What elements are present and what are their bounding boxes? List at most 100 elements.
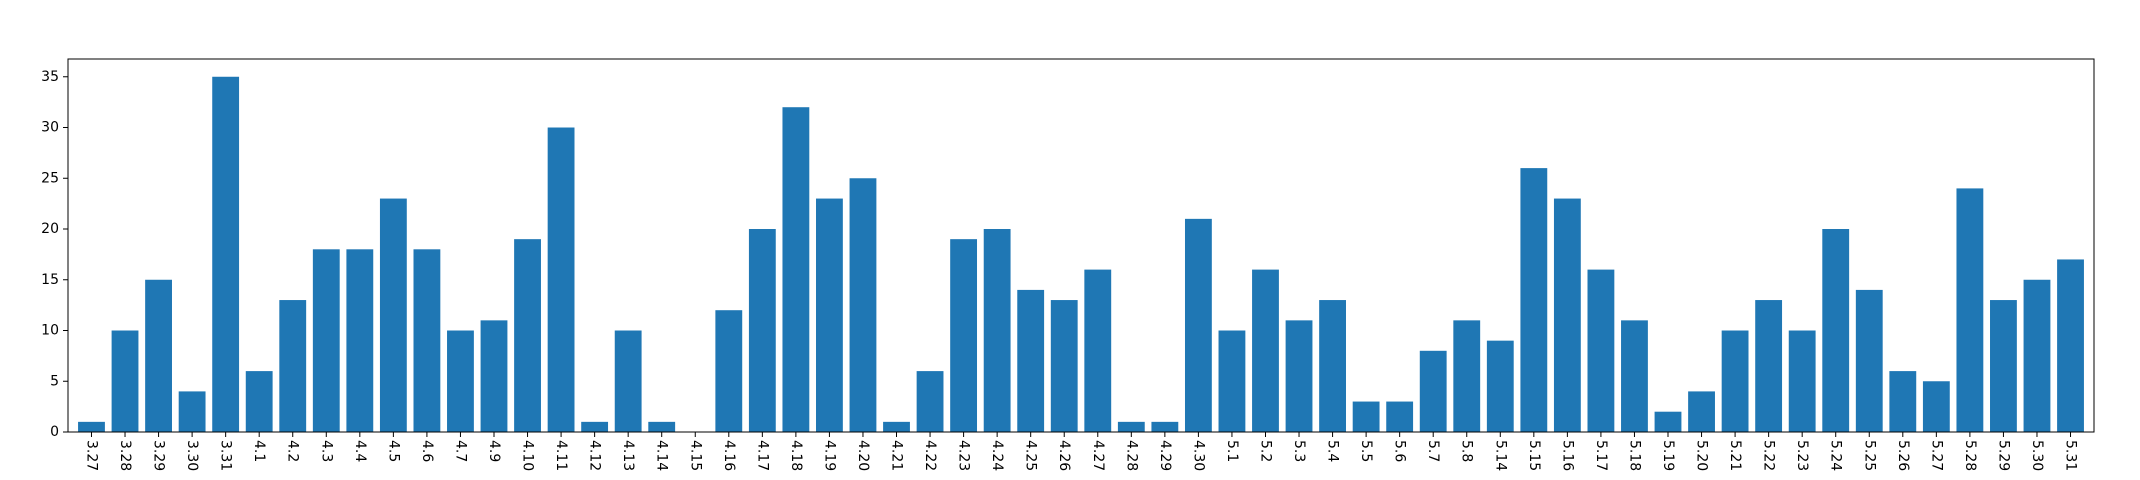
bar-5.23: [1788, 330, 1816, 432]
x-tick-label: 4.18: [788, 440, 804, 471]
x-tick-label: 5.23: [1794, 440, 1810, 471]
x-tick-label: 4.14: [654, 440, 670, 471]
bar-3.27: [78, 421, 105, 432]
x-tick-label: 5.20: [1694, 440, 1710, 471]
y-tick-label: 10: [41, 323, 59, 339]
bar-4.4: [346, 249, 374, 432]
x-tick-label: 5.29: [1995, 440, 2011, 471]
bar-4.6: [413, 249, 441, 432]
x-tick-label: 4.29: [1157, 440, 1173, 471]
bar-5.30: [2023, 279, 2051, 432]
x-tick-label: 4.28: [1123, 440, 1139, 471]
bar-3.31: [212, 76, 240, 432]
bar-3.28: [111, 330, 139, 432]
x-tick-label: 4.30: [1190, 440, 1206, 471]
bar-4.23: [950, 239, 978, 432]
x-tick-label: 3.31: [218, 440, 234, 471]
y-tick-label: 35: [41, 69, 59, 85]
bar-4.5: [379, 198, 407, 432]
bar-4.18: [782, 107, 810, 433]
bar-4.19: [816, 198, 843, 432]
bar-3.30: [178, 391, 206, 432]
bar-5.26: [1889, 371, 1917, 432]
bars-group: [78, 76, 2084, 433]
bar-5.19: [1654, 411, 1682, 432]
bar-3.29: [145, 279, 172, 432]
bar-4.30: [1184, 218, 1212, 432]
x-tick-label: 5.6: [1392, 440, 1408, 462]
bar-5.5: [1352, 401, 1380, 432]
y-axis: 0 5 10 15 20 25 30 35: [41, 69, 68, 440]
x-tick-label: 4.9: [486, 440, 502, 462]
bar-5.21: [1721, 330, 1749, 432]
x-tick-label: 5.26: [1895, 440, 1911, 471]
x-tick-label: 4.26: [1056, 440, 1072, 471]
x-tick-label: 4.7: [452, 440, 468, 462]
x-tick-label: 4.21: [889, 440, 905, 471]
bar-4.20: [849, 178, 877, 432]
y-tick-label: 30: [41, 120, 59, 136]
x-tick-label: 4.16: [721, 440, 737, 471]
x-tick-label: 4.5: [385, 440, 401, 462]
bar-5.17: [1587, 269, 1615, 432]
x-tick-label: 4.2: [285, 440, 301, 462]
bar-4.11: [547, 127, 575, 433]
x-tick-label: 4.11: [553, 440, 569, 471]
x-tick-label: 4.4: [352, 440, 368, 462]
bar-5.29: [1990, 300, 2017, 432]
bar-5.24: [1822, 229, 1850, 432]
x-tick-label: 4.10: [520, 440, 536, 471]
bar-5.2: [1252, 269, 1279, 432]
x-tick-label: 4.6: [419, 440, 435, 462]
x-tick-label: 4.23: [956, 440, 972, 471]
x-tick-label: 4.20: [855, 440, 871, 471]
x-tick-label: 5.4: [1325, 440, 1341, 462]
x-tick-label: 4.27: [1090, 440, 1106, 471]
plot-frame: [67, 58, 2095, 433]
bar-5.20: [1688, 391, 1715, 432]
x-tick-label: 3.30: [184, 440, 200, 471]
bar-5.15: [1520, 168, 1548, 433]
x-tick-label: 5.19: [1660, 440, 1676, 471]
bar-5.31: [2057, 259, 2084, 432]
bar-4.26: [1050, 300, 1078, 432]
bar-5.4: [1319, 300, 1346, 432]
x-tick-label: 4.12: [587, 440, 603, 471]
x-tick-label: 5.31: [2063, 440, 2079, 471]
bar-5.25: [1855, 289, 1883, 432]
bar-4.10: [514, 239, 541, 432]
x-tick-label: 4.19: [821, 440, 837, 471]
x-tick-label: 4.15: [687, 440, 703, 471]
bar-5.14: [1486, 340, 1514, 432]
bar-4.2: [279, 300, 307, 432]
bar-4.7: [447, 330, 474, 432]
x-tick-label: 5.24: [1828, 440, 1844, 471]
bar-5.8: [1453, 320, 1481, 432]
x-tick-label: 4.22: [922, 440, 938, 471]
bar-5.27: [1922, 381, 1950, 432]
y-tick-label: 15: [41, 272, 59, 288]
x-tick-label: 5.3: [1291, 440, 1307, 462]
x-tick-label: 4.3: [318, 440, 334, 462]
x-tick-label: 5.22: [1761, 440, 1777, 471]
bar-4.22: [916, 371, 944, 432]
x-tick-label: 5.5: [1358, 440, 1374, 462]
bar-5.1: [1218, 330, 1246, 432]
bar-5.22: [1755, 300, 1783, 432]
bar-5.3: [1285, 320, 1313, 432]
x-tick-label: 4.1: [251, 440, 267, 462]
y-tick-label: 0: [50, 424, 59, 440]
x-tick-label: 3.27: [83, 440, 99, 471]
bar-4.9: [480, 320, 508, 432]
x-tick-label: 3.29: [151, 440, 167, 471]
x-tick-label: 5.28: [1962, 440, 1978, 471]
bar-4.21: [883, 421, 910, 432]
x-tick-label: 5.7: [1425, 440, 1441, 462]
x-tick-label: 5.21: [1727, 440, 1743, 471]
bar-4.14: [648, 421, 676, 432]
x-tick-label: 5.2: [1257, 440, 1273, 462]
bar-4.1: [245, 371, 273, 432]
x-tick-label: 5.18: [1626, 440, 1642, 471]
bar-5.7: [1419, 350, 1447, 432]
